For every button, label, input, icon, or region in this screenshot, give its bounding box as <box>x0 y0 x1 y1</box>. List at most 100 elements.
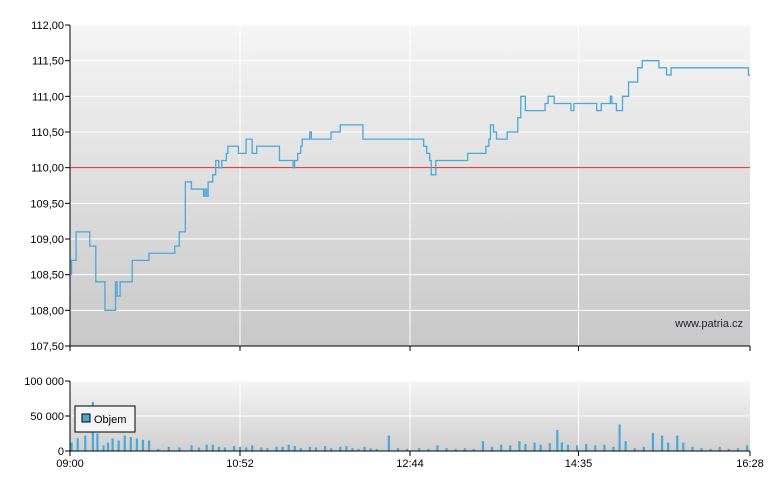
volume-bar <box>260 447 263 451</box>
x-tick-label: 14:35 <box>565 458 593 470</box>
volume-bar <box>575 445 579 451</box>
volume-bar <box>299 448 302 451</box>
price-y-tick-label: 108,50 <box>30 270 64 282</box>
volume-bar <box>357 448 360 451</box>
price-grid <box>70 24 750 346</box>
volume-grid <box>70 380 750 451</box>
volume-y-tick-label: 0 <box>58 446 64 458</box>
volume-bar <box>232 446 236 451</box>
volume-bar <box>369 448 372 451</box>
volume-bar <box>330 448 333 451</box>
volume-bar <box>205 444 208 451</box>
volume-bar <box>111 438 114 451</box>
volume-bar <box>556 430 559 451</box>
volume-bar <box>463 448 466 451</box>
price-series-line <box>70 60 750 311</box>
volume-bar <box>123 435 126 451</box>
volume-bar <box>612 446 615 451</box>
volume-bar <box>76 438 79 451</box>
x-tick-label: 16:28 <box>736 458 764 470</box>
volume-bar <box>566 444 570 451</box>
volume-bar <box>736 448 740 451</box>
volume-bar <box>427 448 430 451</box>
volume-bar <box>533 442 536 451</box>
volume-bar <box>633 448 636 451</box>
volume-bar <box>700 448 703 451</box>
volume-bar <box>217 446 220 451</box>
volume-bar <box>396 448 400 451</box>
legend-label: Objem <box>94 414 126 426</box>
price-y-tick-label: 110,00 <box>31 163 64 175</box>
volume-bar <box>518 441 521 451</box>
volume-bar <box>418 448 421 451</box>
volume-bar <box>548 443 551 451</box>
volume-bar <box>178 447 181 451</box>
volume-bar <box>275 446 278 451</box>
volume-bar <box>129 437 132 451</box>
volume-bar <box>167 446 170 451</box>
volume-bar <box>363 446 366 451</box>
volume-bar <box>509 445 512 451</box>
volume-bar <box>727 448 730 451</box>
volume-bar <box>405 448 409 451</box>
volume-bar <box>308 446 312 451</box>
volume-legend: Objem <box>74 405 136 433</box>
volume-bar <box>709 448 712 451</box>
price-y-tick-label: 107,50 <box>30 341 64 353</box>
watermark-text: www.patria.cz <box>674 318 743 330</box>
volume-bar <box>745 445 749 451</box>
volume-bar <box>314 447 318 451</box>
volume-bar <box>84 435 87 451</box>
volume-bar <box>141 439 145 451</box>
volume-bar <box>211 444 214 451</box>
volume-bars <box>70 402 749 451</box>
volume-y-tick-label: 50 000 <box>30 411 64 423</box>
volume-bar <box>624 441 627 451</box>
volume-bar <box>454 448 457 451</box>
volume-bar <box>106 442 110 451</box>
volume-bar <box>135 438 138 451</box>
volume-bar <box>618 424 621 451</box>
x-tick-label: 12:44 <box>396 458 424 470</box>
volume-bar <box>387 435 390 451</box>
volume-bar <box>324 446 327 451</box>
x-tick-label: 09:00 <box>56 458 84 470</box>
volume-bar <box>345 446 348 451</box>
volume-bar <box>190 445 193 451</box>
volume-bar <box>266 448 269 451</box>
x-tick-label: 10:52 <box>226 458 254 470</box>
volume-bar <box>682 442 685 451</box>
volume-bar <box>691 446 694 451</box>
volume-bar <box>339 446 342 451</box>
price-y-tick-label: 111,00 <box>32 91 64 103</box>
volume-bar <box>481 441 485 451</box>
price-y-tick-label: 109,50 <box>30 198 64 210</box>
volume-bar <box>198 447 201 451</box>
volume-bar <box>351 448 354 451</box>
volume-bar <box>560 442 563 451</box>
volume-bar <box>676 435 679 451</box>
volume-bar <box>642 446 645 451</box>
volume-bar <box>245 447 248 451</box>
price-y-tick-label: 110,50 <box>31 127 64 139</box>
volume-bar <box>147 440 151 451</box>
volume-bar <box>660 435 664 451</box>
volume-bar <box>436 445 439 451</box>
volume-bar <box>718 446 721 451</box>
volume-bar <box>539 444 542 451</box>
volume-bar <box>585 444 588 451</box>
volume-y-axis: 0 50 000 100 000 <box>24 376 70 458</box>
volume-bar <box>667 442 670 451</box>
price-y-axis: 107,50 108,00 108,50 109,00 109,50 110,00 110,… <box>30 20 70 353</box>
volume-bar <box>375 448 378 451</box>
volume-bar <box>157 448 160 451</box>
volume-bar <box>445 448 448 451</box>
volume-bar <box>293 446 296 451</box>
volume-bar <box>524 444 527 451</box>
volume-bar <box>287 444 290 451</box>
volume-bar <box>603 444 606 451</box>
volume-bar <box>102 445 105 451</box>
price-y-tick-label: 112,00 <box>31 20 64 32</box>
